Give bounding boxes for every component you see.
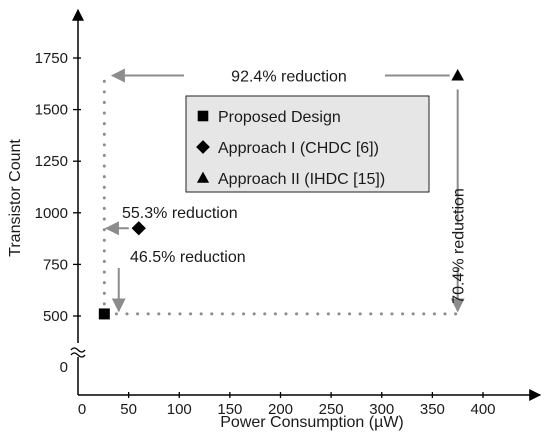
- legend-item-approach-ii: Approach II (IHDC [15]): [196, 171, 385, 188]
- annotation-70-4: 70.4% reduction: [451, 188, 468, 304]
- legend-symbol: [197, 110, 209, 122]
- y-axis-title: Transistor Count: [7, 139, 24, 257]
- legend: Proposed Design Approach I (CHDC [6]) Appr…: [185, 95, 430, 193]
- annotation-92-4: 92.4% reduction: [231, 69, 347, 86]
- x-tick-label: 0: [78, 401, 86, 418]
- y-tick-label: 1500: [35, 102, 68, 119]
- legend-item-approach-i: Approach I (CHDC [6]): [196, 140, 379, 157]
- annotation-46-5: 46.5% reduction: [130, 249, 246, 266]
- marker-approach-ii: [451, 68, 465, 81]
- legend-label: Proposed Design: [218, 109, 341, 126]
- x-tick-label: 200: [268, 401, 293, 418]
- annotation-arrows: [104, 68, 465, 313]
- annotation-labels: 92.4% reduction 70.4% reduction 55.3% redu…: [122, 69, 468, 304]
- x-tick-label: 300: [369, 401, 394, 418]
- annotation-55-3: 55.3% reduction: [122, 205, 238, 222]
- x-tick-label: 100: [167, 401, 192, 418]
- y-tick-label: 1000: [35, 205, 68, 222]
- legend-label: Approach I (CHDC [6]): [218, 140, 379, 157]
- legend-symbol: [196, 140, 210, 154]
- legend-box: [185, 95, 430, 193]
- y-tick-label: 750: [43, 256, 68, 273]
- legend-symbol: [196, 171, 210, 183]
- x-tick-label: 150: [217, 401, 242, 418]
- legend-item-proposed-design: Proposed Design: [197, 109, 341, 126]
- data-markers: [98, 68, 465, 320]
- y-tick-label: 0: [60, 359, 68, 376]
- tick-labels: 0 500 750 1000 1250 1500 1750 0 50 100 150 200 250 30…: [35, 50, 496, 418]
- axes: [70, 8, 542, 401]
- marker-proposed-design: [98, 308, 110, 320]
- x-tick-label: 250: [319, 401, 344, 418]
- x-tick-label: 400: [470, 401, 495, 418]
- x-tick-label: 50: [120, 401, 137, 418]
- legend-label: Approach II (IHDC [15]): [218, 171, 385, 188]
- x-tick-label: 350: [420, 401, 445, 418]
- guide-lines: [102, 74, 460, 316]
- y-tick-label: 500: [43, 308, 68, 325]
- y-tick-label: 1750: [35, 50, 68, 67]
- x-axis-title: Power Consumption (µW): [220, 414, 404, 431]
- marker-approach-i: [131, 221, 146, 236]
- y-tick-label: 1250: [35, 153, 68, 170]
- axis-break-symbol: [70, 343, 86, 358]
